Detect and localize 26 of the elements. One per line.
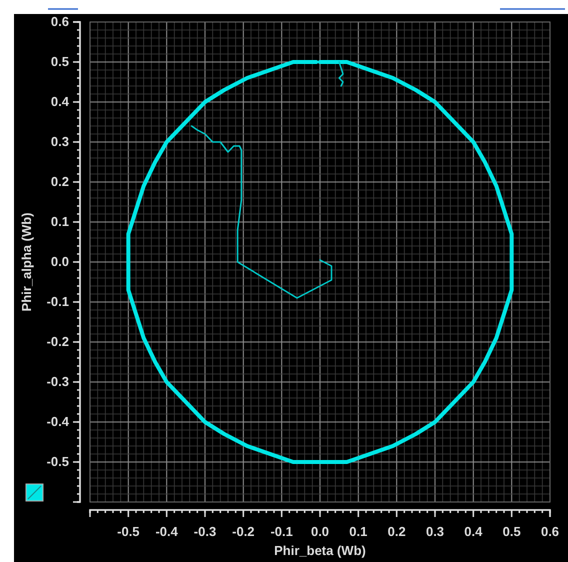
x-tick-label: -0.5 [117, 524, 140, 540]
y-axis-title: Phir_alpha (Wb) [19, 212, 34, 312]
x-tick-label: 0.4 [464, 524, 484, 540]
y-tick-label: 0.2 [50, 174, 69, 190]
y-tick-label: -0.4 [46, 414, 70, 430]
x-tick-label: 0.0 [310, 524, 330, 540]
y-tick-label: 0.0 [50, 254, 69, 270]
y-tick-label: 0.6 [50, 14, 69, 30]
x-tick-label: 0.2 [388, 524, 406, 540]
x-tick-label: -0.3 [194, 524, 216, 540]
y-tick-label: 0.4 [50, 94, 70, 110]
x-tick-label: -0.4 [155, 524, 179, 540]
x-tick-label: -0.2 [232, 524, 255, 540]
x-tick-label: 0.1 [349, 524, 368, 540]
x-tick-label: 0.5 [502, 524, 521, 540]
x-tick-label: -0.1 [270, 524, 293, 540]
y-tick-label: 0.1 [50, 214, 69, 230]
y-tick-label: -0.1 [46, 294, 69, 310]
x-axis-title: Phir_beta (Wb) [274, 543, 366, 558]
y-tick-label: -0.5 [46, 454, 69, 470]
y-tick-label: 0.5 [50, 54, 69, 70]
y-tick-label: -0.3 [46, 374, 69, 390]
y-tick-label: -0.2 [46, 334, 69, 350]
y-tick-label: 0.3 [50, 134, 69, 150]
x-tick-label: 0.3 [426, 524, 444, 540]
x-tick-label: 0.6 [540, 524, 560, 540]
